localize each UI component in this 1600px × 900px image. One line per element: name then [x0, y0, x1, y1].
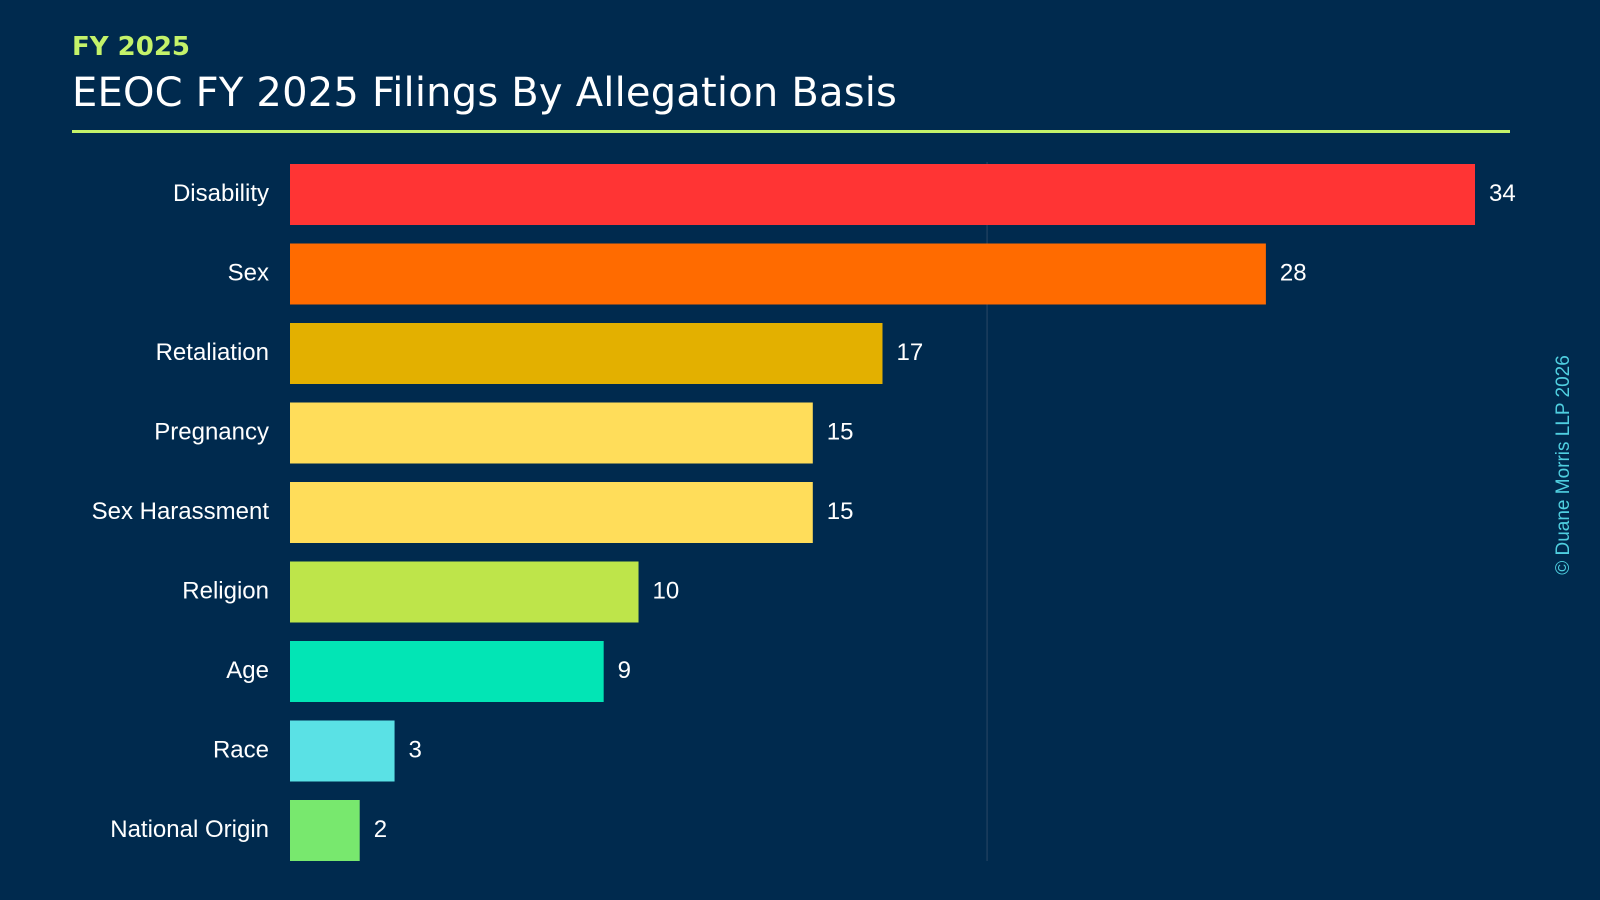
value-label: 3 — [409, 736, 422, 763]
category-label: Sex — [228, 259, 269, 286]
copyright-text: © Duane Morris LLP 2026 — [1553, 355, 1574, 575]
value-labels: 34 28 17 15 15 10 9 3 2 — [374, 180, 1516, 843]
category-label: Age — [226, 657, 269, 684]
bar-retaliation — [290, 323, 883, 384]
bar-pregnancy — [290, 402, 813, 464]
category-label: Religion — [182, 577, 269, 604]
bar-race — [290, 720, 395, 782]
category-label: Sex Harassment — [92, 498, 270, 525]
value-label: 28 — [1280, 259, 1307, 286]
value-label: 17 — [897, 339, 924, 366]
category-label: National Origin — [110, 816, 269, 843]
value-label: 9 — [618, 657, 631, 684]
bar-religion — [290, 561, 639, 623]
chart-kicker: FY 2025 — [72, 32, 191, 62]
value-label: 2 — [374, 816, 387, 843]
category-label: Disability — [173, 180, 269, 207]
bar-age — [290, 641, 604, 702]
chart-title: EEOC FY 2025 Filings By Allegation Basis — [72, 70, 898, 116]
category-label: Pregnancy — [154, 418, 269, 445]
bar-national-origin — [290, 800, 360, 861]
value-label: 10 — [653, 577, 680, 604]
bars — [290, 164, 1475, 861]
category-labels: Disability Sex Retaliation Pregnancy Sex Har… — [92, 180, 270, 843]
title-divider — [72, 130, 1510, 133]
category-label: Race — [213, 736, 269, 763]
value-label: 15 — [827, 498, 854, 525]
category-label: Retaliation — [156, 339, 269, 366]
value-label: 15 — [827, 418, 854, 445]
bar-disability — [290, 164, 1475, 225]
value-label: 34 — [1489, 180, 1516, 207]
bar-sex-harassment — [290, 482, 813, 543]
bar-sex — [290, 243, 1266, 305]
